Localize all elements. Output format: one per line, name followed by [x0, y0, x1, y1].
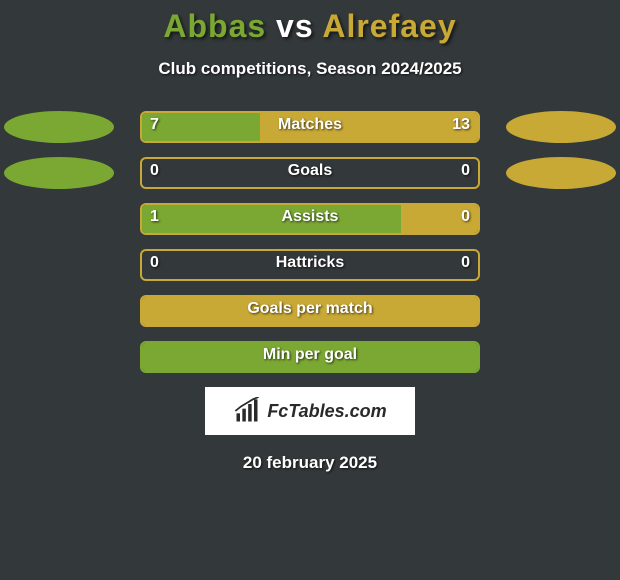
stat-row: Matches713 [0, 111, 620, 143]
footer-logo-text: FcTables.com [267, 401, 386, 422]
stat-row: Assists10 [0, 203, 620, 235]
stat-row: Goals per match [0, 295, 620, 327]
stat-row: Hattricks00 [0, 249, 620, 281]
subtitle: Club competitions, Season 2024/2025 [158, 59, 461, 79]
stat-label: Min per goal [0, 346, 620, 364]
footer-date: 20 february 2025 [243, 453, 377, 473]
stat-label: Hattricks [0, 254, 620, 272]
stats-container: Matches713 Goals00 Assists10 Hattricks00 Goa… [0, 111, 620, 373]
stat-label: Assists [0, 208, 620, 226]
stat-row: Min per goal [0, 341, 620, 373]
vs-text: vs [276, 8, 314, 44]
player2-name: Alrefaey [322, 8, 456, 44]
stat-label: Goals [0, 162, 620, 180]
stat-row: Goals00 [0, 157, 620, 189]
player1-name: Abbas [163, 8, 266, 44]
comparison-title: Abbas vs Alrefaey [163, 8, 456, 45]
stat-label: Matches [0, 116, 620, 134]
chart-icon [233, 397, 261, 425]
stat-label: Goals per match [0, 300, 620, 318]
footer-logo: FcTables.com [205, 387, 415, 435]
